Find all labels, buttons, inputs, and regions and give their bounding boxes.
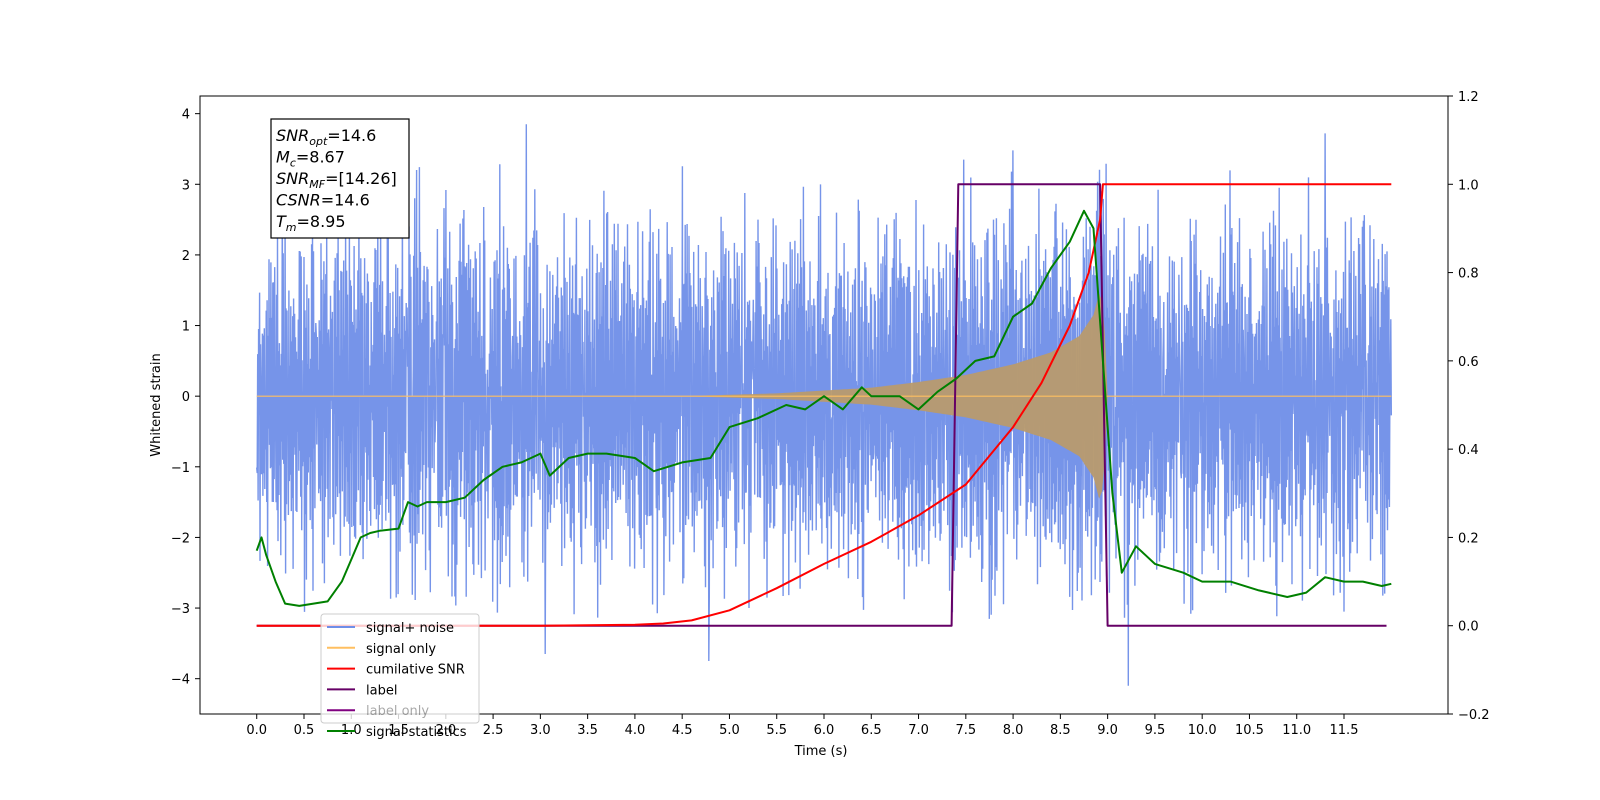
legend-label: label only [366, 704, 429, 719]
x-tick-label: 7.5 [955, 723, 976, 738]
x-tick-label: 5.5 [766, 723, 787, 738]
x-tick-label: 8.0 [1003, 723, 1024, 738]
y-right-tick-label: 0.6 [1458, 355, 1479, 370]
y-left-tick-label: −3 [171, 602, 190, 617]
x-tick-label: 6.5 [861, 723, 882, 738]
x-tick-label: 0.5 [294, 723, 315, 738]
annotation-line: Tm=8.95 [276, 212, 346, 234]
annotation-box-frame [270, 118, 410, 239]
y-left-tick-label: 1 [182, 320, 190, 335]
x-tick-label: 11.0 [1282, 723, 1311, 738]
y-right-tick-label: 0.0 [1458, 620, 1479, 635]
x-tick-label: 5.0 [719, 723, 740, 738]
x-tick-label: 4.0 [625, 723, 646, 738]
legend: signal+ noise signal only cumilative SNR la… [320, 613, 480, 740]
x-tick-label: 0.0 [246, 723, 267, 738]
y-right-tick-label: 1.0 [1458, 178, 1479, 193]
y-right-tick-label: 0.4 [1458, 443, 1479, 458]
y-right-tick-label: 0.2 [1458, 531, 1479, 546]
annotation-line: CSNR=14.6 [276, 191, 370, 210]
series-signal-statistics-line [255, 209, 1392, 607]
x-tick-label: 2.5 [483, 723, 504, 738]
y-left-tick-label: 4 [182, 108, 190, 123]
y-left-tick-label: −1 [171, 461, 190, 476]
annotation-line: SNRopt=14.6 [276, 126, 376, 148]
series-signal-noise-line [256, 124, 1392, 686]
x-tick-label: 11.5 [1330, 723, 1359, 738]
plot-series-layer [255, 124, 1392, 686]
y-right-tick-label: −0.2 [1458, 708, 1490, 723]
legend-label: signal+ noise [366, 621, 454, 636]
series-cumulative-snr-line [256, 183, 1392, 627]
y-left-tick-label: −2 [171, 531, 190, 546]
x-tick-label: 6.0 [814, 723, 835, 738]
x-tick-label: 1.5 [388, 723, 409, 738]
annotation-line: SNRMF=[14.26] [276, 169, 397, 191]
x-tick-label: 10.0 [1188, 723, 1217, 738]
x-tick-label: 9.0 [1097, 723, 1118, 738]
x-tick-label: 3.0 [530, 723, 551, 738]
x-axis-label: Time (s) [794, 744, 848, 759]
y-left-tick-label: 0 [182, 390, 190, 405]
legend-label: cumilative SNR [366, 663, 465, 678]
annotation-line: Mc=8.67 [276, 148, 345, 170]
y-right-tick-label: 1.2 [1458, 90, 1479, 105]
x-tick-label: 7.0 [908, 723, 929, 738]
x-tick-label: 10.5 [1235, 723, 1264, 738]
y-axis-left-label: Whitened strain [149, 353, 164, 456]
y-axis-right: 1.2 1.0 0.8 0.6 0.4 0.2 0.0 −0.2 [1448, 90, 1490, 723]
legend-label: label [366, 683, 397, 698]
legend-label: signal statistics [366, 725, 467, 740]
legend-label: signal only [366, 642, 436, 657]
y-axis-left: 4 3 2 1 0 −1 −2 −3 −4 [171, 108, 200, 688]
annotation-box: SNRopt=14.6Mc=8.67SNRMF=[14.26]CSNR=14.6… [270, 118, 410, 239]
x-tick-label: 2.0 [435, 723, 456, 738]
y-left-tick-label: 2 [182, 249, 190, 264]
x-tick-label: 9.5 [1145, 723, 1166, 738]
x-tick-label: 3.5 [577, 723, 598, 738]
x-axis: 0.0 0.5 1.0 1.5 2.0 2.5 3.0 3.5 4.0 4.5 5.0 5.5 6.0 6… [246, 714, 1358, 738]
y-left-tick-label: 3 [182, 178, 190, 193]
series-label-line [256, 183, 1387, 627]
x-tick-label: 4.5 [672, 723, 693, 738]
y-right-tick-label: 0.8 [1458, 267, 1479, 282]
y-left-tick-label: −4 [171, 673, 190, 688]
x-tick-label: 8.5 [1050, 723, 1071, 738]
legend-frame [320, 613, 480, 724]
